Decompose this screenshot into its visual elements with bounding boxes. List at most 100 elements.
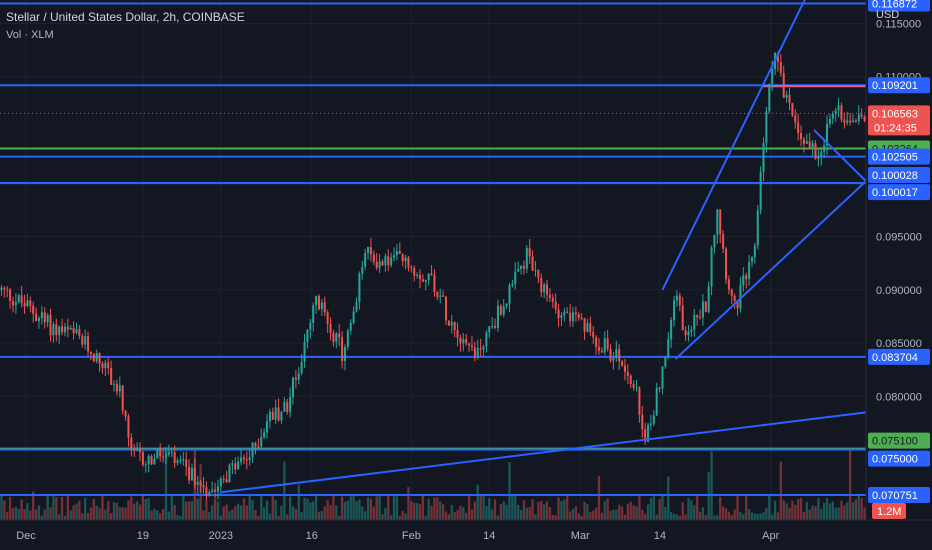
volume-bar: [644, 513, 647, 520]
volume-bar: [560, 501, 563, 520]
candle-body: [612, 357, 615, 361]
candle-body: [424, 279, 427, 282]
candle-body: [222, 478, 225, 480]
volume-bar: [228, 511, 231, 520]
candle-body: [502, 306, 505, 315]
candle-body: [176, 460, 179, 463]
volume-bar: [326, 500, 329, 520]
time-axis[interactable]: Dec 19 2023 16 Feb 14 Mar 14 Apr: [0, 519, 932, 550]
volume-bar: [450, 505, 453, 520]
volume-bar: [831, 501, 834, 520]
candle-body: [92, 354, 95, 362]
candle-body: [315, 295, 318, 306]
volume-bar: [863, 507, 866, 520]
volume-bar: [291, 506, 295, 520]
volume-bar: [730, 514, 733, 520]
volume-bar: [840, 500, 843, 520]
volume-bar: [846, 502, 849, 520]
candle-body: [745, 275, 748, 279]
time-tick-label: Apr: [762, 530, 779, 542]
volume-bar: [459, 505, 462, 520]
volume-bar: [107, 500, 110, 520]
candle-body: [291, 377, 295, 398]
volume-bar: [173, 504, 176, 520]
candle-body: [335, 333, 338, 342]
volume-bar: [661, 495, 664, 520]
volume-bar: [719, 496, 722, 520]
candle-body: [479, 347, 482, 350]
candle-body: [153, 458, 156, 465]
candle-body: [597, 346, 600, 351]
volume-bar: [733, 509, 736, 520]
candle-body: [447, 320, 450, 326]
candle-body: [162, 456, 165, 458]
candle-body: [369, 247, 372, 255]
volume-bar: [153, 508, 156, 520]
volume-bar: [710, 451, 713, 520]
candle-body: [482, 346, 485, 350]
candle-body: [511, 283, 514, 286]
candle-body: [317, 295, 320, 310]
candle-body: [113, 383, 116, 385]
level-badge: 0.100017: [872, 187, 918, 199]
volume-bar: [257, 515, 260, 520]
candle-body: [66, 326, 69, 330]
volume-bar: [40, 515, 44, 520]
candle-body: [468, 343, 471, 346]
candle-body: [418, 274, 422, 280]
candle-body: [164, 454, 167, 457]
volume-bar: [502, 501, 505, 520]
volume-bar: [72, 505, 75, 520]
candle-body: [693, 314, 696, 330]
candle-body: [854, 120, 857, 122]
candle-body: [684, 330, 687, 336]
candle-body: [719, 209, 722, 235]
candle-body: [531, 256, 534, 271]
candle-body: [427, 273, 430, 280]
candle-body: [260, 437, 263, 447]
candle-body: [355, 302, 358, 312]
volume-bar: [433, 497, 436, 520]
chart-legend[interactable]: Stellar / United States Dollar, 2h, COIN…: [6, 10, 245, 41]
candle-body: [242, 457, 245, 460]
candle-body: [9, 289, 12, 302]
candle-body: [546, 284, 549, 295]
candle-body: [450, 321, 453, 326]
volume-bar: [389, 515, 393, 520]
volume-bar: [349, 496, 352, 520]
volume-bar: [202, 510, 205, 520]
candle-body: [805, 141, 808, 144]
candle-body: [687, 331, 690, 336]
level-badge-bg: [868, 348, 930, 365]
level-badge-bg: [868, 166, 930, 183]
candle-body: [609, 348, 612, 361]
candle-body: [104, 362, 107, 369]
volume-bar: [0, 494, 3, 520]
candle-body: [595, 337, 598, 347]
level-badge: 0.102505: [872, 152, 918, 164]
volume-bar: [574, 506, 578, 520]
volume-bar: [167, 511, 171, 520]
candle-body: [20, 295, 23, 304]
volume-bar: [127, 500, 130, 520]
candle-body: [476, 347, 479, 358]
candle-body: [257, 446, 260, 448]
volume-bar: [626, 503, 630, 520]
candle-body: [658, 387, 661, 389]
volume-bar: [176, 514, 179, 520]
candle-body: [309, 322, 312, 331]
candle-body: [271, 411, 274, 420]
candle-body: [733, 295, 736, 302]
volume-bar: [681, 502, 684, 520]
candle-body: [673, 300, 676, 320]
candle-body: [277, 407, 280, 421]
volume-bar: [808, 509, 811, 520]
candle-body: [378, 261, 381, 268]
candle-body: [78, 329, 81, 336]
volume-bar: [332, 494, 335, 520]
candle-body: [632, 383, 635, 388]
volume-bar: [130, 496, 133, 520]
volume-bar: [78, 500, 81, 520]
volume-bar: [742, 514, 745, 520]
